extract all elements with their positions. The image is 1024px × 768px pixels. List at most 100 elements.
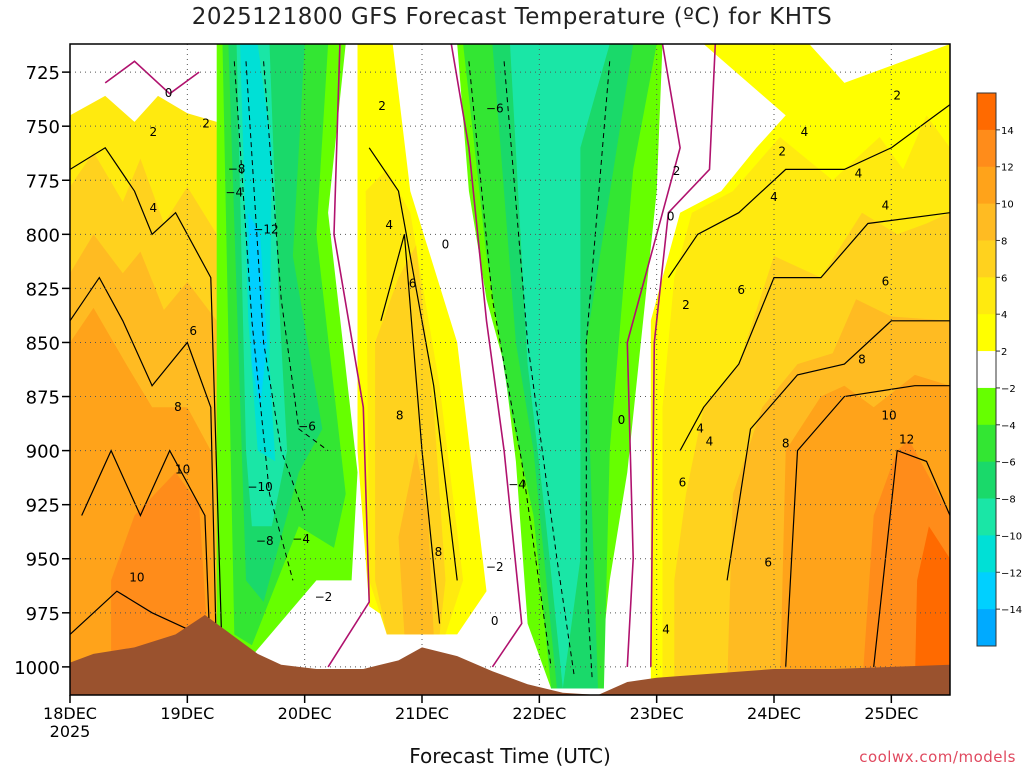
colorbar-label: 12 [1001, 163, 1014, 174]
contour-line-20 [626, 44, 681, 667]
colorbar-frame [976, 92, 997, 647]
colorbar-label: −8 [1001, 495, 1016, 506]
colorbar: 14 12 10 8 6 4 2 −2 −4 −6 −8 −10 −12 −14 [976, 92, 1022, 647]
contour-line-6 [667, 104, 950, 278]
colorbar-swatch [977, 203, 996, 241]
contour-label: 6 [409, 277, 417, 291]
contour-label: −8 [256, 534, 274, 548]
contour-line-17 [104, 60, 200, 95]
temperature-shading [70, 44, 950, 689]
contour-label: 8 [435, 545, 443, 559]
plot-frame [69, 43, 951, 696]
y-tick-label: 825 [26, 279, 60, 300]
contour-line-9 [785, 385, 950, 667]
contour-label: 2 [893, 88, 901, 102]
x-axis: 18DEC 19DEC 20DEC 21DEC 22DEC 23DEC 24DEC 25DEC… [43, 695, 918, 741]
y-tick-label: 975 [26, 604, 60, 625]
contour-line-18 [327, 44, 371, 668]
chart-title: 2025121800 GFS Forecast Temperature (ºC)… [191, 4, 833, 30]
contour-line-21 [650, 44, 717, 667]
contour-label: 4 [855, 166, 863, 180]
x-axis-title: Forecast Time (UTC) [409, 744, 611, 768]
contour-label: 2 [673, 164, 681, 178]
colorbar-swatch [977, 461, 996, 500]
colorbar-label: −10 [1001, 531, 1022, 542]
contour-label: −12 [253, 223, 278, 237]
colorbar-label: −4 [1001, 421, 1016, 432]
colorbar-swatch [977, 424, 996, 463]
x-tick-label: 19DEC [160, 704, 214, 723]
contour-line-19 [450, 44, 523, 668]
y-tick-label: 900 [26, 442, 60, 463]
colorbar-label: −12 [1001, 568, 1022, 579]
colorbar-swatch [977, 314, 996, 352]
contour-label: 2 [202, 117, 210, 131]
contour-line-4 [368, 147, 458, 581]
y-tick-label: 1000 [14, 658, 60, 679]
x-tick-label: 22DEC [512, 704, 566, 723]
contour-line-7 [679, 212, 950, 451]
contour-label: 10 [175, 463, 190, 477]
colorbar-swatch [977, 129, 996, 168]
contour-label: −6 [298, 419, 316, 433]
shade-region-19 [510, 44, 610, 689]
colorbar-swatch [977, 240, 996, 278]
contour-line-8 [726, 320, 950, 581]
y-tick-label: 850 [26, 333, 60, 354]
y-tick-label: 750 [26, 117, 60, 138]
x-tick-label: 18DEC [43, 704, 97, 723]
x-tick-label: 21DEC [395, 704, 449, 723]
x-tick-label: 23DEC [630, 704, 684, 723]
colorbar-swatch [977, 535, 996, 573]
contour-label: 8 [858, 352, 866, 366]
contour-label: 0 [442, 238, 450, 252]
y-axis: 725 750 775 800 825 850 875 900 925 950 975 1000 [14, 63, 70, 679]
contour-line-0 [70, 146, 224, 667]
colorbar-swatch [977, 166, 996, 205]
contour-line-5 [380, 234, 441, 624]
contour-label: 2 [682, 298, 690, 312]
colorbar-label: 14 [1001, 126, 1014, 137]
contour-line-1 [70, 276, 218, 667]
contour-label: 6 [189, 324, 197, 338]
contour-line-13 [263, 61, 329, 452]
contour-label: 12 [899, 432, 914, 446]
y-tick-label: 775 [26, 171, 60, 192]
colorbar-label: 10 [1001, 200, 1014, 211]
contour-label: −4 [292, 532, 310, 546]
colorbar-label: 4 [1001, 310, 1007, 321]
y-tick-label: 875 [26, 388, 60, 409]
colorbar-swatch [977, 93, 996, 131]
contour-label: −2 [486, 560, 504, 574]
contour-label: 10 [129, 571, 144, 585]
contour-label: 4 [882, 199, 890, 213]
contour-label: 0 [667, 210, 675, 224]
colorbar-label: 8 [1001, 236, 1007, 247]
y-tick-label: 725 [26, 63, 60, 84]
terrain [70, 615, 950, 695]
contour-label: −4 [508, 478, 526, 492]
watermark: coolwx.com/models [859, 748, 1016, 766]
contour-label: 6 [679, 476, 687, 490]
colorbar-label: 6 [1001, 273, 1007, 284]
x-axis-year-label: 2025 [50, 722, 91, 741]
contour-label: 2 [778, 145, 786, 159]
colorbar-label: 2 [1001, 347, 1007, 358]
contour-label: 4 [801, 125, 809, 139]
shade-region-11 [248, 212, 268, 408]
contour-label: −10 [247, 480, 272, 494]
contour-label: 8 [782, 437, 790, 451]
colorbar-swatch [977, 572, 996, 610]
contour-line-12 [245, 61, 306, 516]
contour-label: 0 [491, 614, 499, 628]
contour-labels: 0 2 2 4 6 8 10 10 −8 −4 −12 −10 −8 −6 −4 −2 2 4 6 8 8 0 −6 −4 −2… [129, 86, 914, 636]
colorbar-label: −14 [1001, 605, 1022, 616]
terrain-fill [70, 615, 950, 695]
contour-label: −4 [225, 186, 243, 200]
colorbar-label: −6 [1001, 458, 1016, 469]
colorbar-label: −2 [1001, 384, 1016, 395]
contour-line-2 [81, 449, 212, 667]
contour-label: 6 [882, 274, 890, 288]
contour-label: −6 [486, 101, 504, 115]
contour-label: 2 [149, 125, 157, 139]
